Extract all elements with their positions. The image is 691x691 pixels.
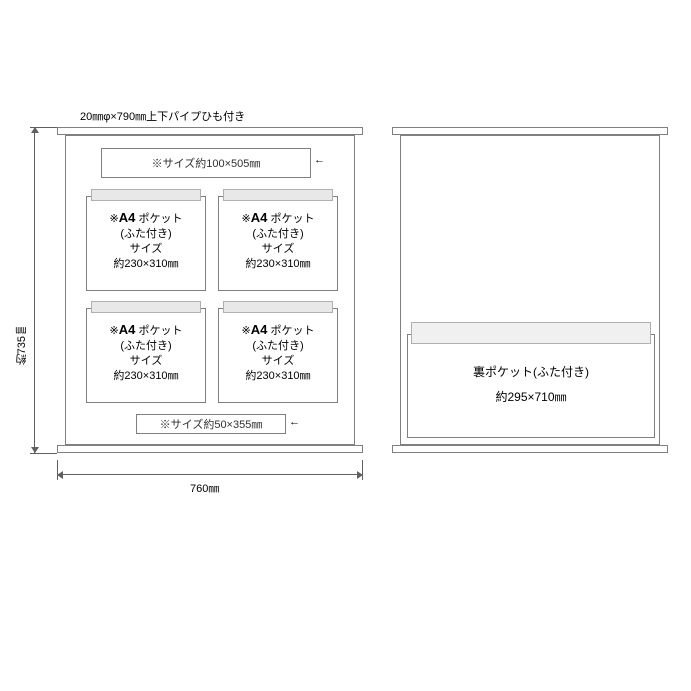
arrowhead-up-icon bbox=[31, 127, 39, 133]
dim-ext-line bbox=[30, 453, 57, 454]
pocket-flap bbox=[91, 301, 201, 313]
a4-prefix: ※ bbox=[242, 213, 251, 225]
dim-width-label: 760㎜ bbox=[190, 480, 219, 496]
a4-prefix: ※ bbox=[110, 213, 119, 225]
a4-suffix: ポケット bbox=[267, 325, 314, 337]
a4-pocket-3: ※A4 ポケット (ふた付き) サイズ 約230×310㎜ bbox=[86, 308, 206, 403]
a4-strong: A4 bbox=[251, 322, 268, 337]
top-slot-label: ※サイズ約100×505㎜ bbox=[152, 155, 261, 171]
back-pocket-flap bbox=[411, 322, 651, 344]
bottom-slot-label: ※サイズ約50×355㎜ bbox=[160, 416, 263, 432]
a4-pocket-1: ※A4 ポケット (ふた付き) サイズ 約230×310㎜ bbox=[86, 196, 206, 291]
arrowhead-right-icon bbox=[357, 471, 363, 479]
a4-pocket-4: ※A4 ポケット (ふた付き) サイズ 約230×310㎜ bbox=[218, 308, 338, 403]
a4-pocket-text: ※A4 ポケット (ふた付き) サイズ 約230×310㎜ bbox=[87, 309, 205, 383]
top-slot: ※サイズ約100×505㎜ bbox=[101, 148, 311, 178]
back-panel: 裏ポケット(ふた付き) 約295×710㎜ bbox=[400, 135, 660, 445]
a4-line4: 約230×310㎜ bbox=[113, 370, 178, 382]
back-pocket-title: 裏ポケット(ふた付き) bbox=[408, 363, 654, 380]
a4-line2: (ふた付き) bbox=[252, 228, 303, 240]
a4-line3: サイズ bbox=[262, 355, 295, 367]
a4-pocket-text: ※A4 ポケット (ふた付き) サイズ 約230×310㎜ bbox=[219, 309, 337, 383]
diagram-canvas: 20㎜φ×790㎜上下パイプひも付き ※サイズ約100×505㎜ ← ※A4 ポ… bbox=[0, 0, 691, 691]
a4-strong: A4 bbox=[251, 210, 268, 225]
arrowhead-down-icon bbox=[31, 447, 39, 453]
a4-line2: (ふた付き) bbox=[120, 340, 171, 352]
a4-line3: サイズ bbox=[262, 243, 295, 255]
arrow-icon: ← bbox=[314, 154, 325, 166]
a4-line3: サイズ bbox=[130, 355, 163, 367]
arrow-icon: ← bbox=[289, 416, 300, 428]
a4-line3: サイズ bbox=[130, 243, 163, 255]
back-pocket: 裏ポケット(ふた付き) 約295×710㎜ bbox=[407, 334, 655, 438]
a4-line4: 約230×310㎜ bbox=[245, 370, 310, 382]
a4-strong: A4 bbox=[119, 322, 136, 337]
front-bottom-pipe bbox=[57, 445, 363, 453]
arrowhead-left-icon bbox=[57, 471, 63, 479]
pipe-spec-label: 20㎜φ×790㎜上下パイプひも付き bbox=[80, 108, 245, 124]
a4-pocket-text: ※A4 ポケット (ふた付き) サイズ 約230×310㎜ bbox=[87, 197, 205, 271]
dim-height-label: 約735㎜ bbox=[14, 325, 30, 365]
pocket-flap bbox=[223, 301, 333, 313]
bottom-slot: ※サイズ約50×355㎜ bbox=[136, 414, 286, 434]
a4-suffix: ポケット bbox=[135, 213, 182, 225]
a4-line4: 約230×310㎜ bbox=[245, 258, 310, 270]
a4-suffix: ポケット bbox=[135, 325, 182, 337]
back-bottom-pipe bbox=[392, 445, 668, 453]
a4-prefix: ※ bbox=[110, 325, 119, 337]
a4-strong: A4 bbox=[119, 210, 136, 225]
pocket-flap bbox=[223, 189, 333, 201]
a4-pocket-text: ※A4 ポケット (ふた付き) サイズ 約230×310㎜ bbox=[219, 197, 337, 271]
back-pocket-size: 約295×710㎜ bbox=[408, 388, 654, 405]
a4-pocket-2: ※A4 ポケット (ふた付き) サイズ 約230×310㎜ bbox=[218, 196, 338, 291]
dim-height-line bbox=[34, 127, 35, 453]
a4-line4: 約230×310㎜ bbox=[113, 258, 178, 270]
dim-width-line bbox=[57, 474, 363, 475]
pocket-flap bbox=[91, 189, 201, 201]
front-top-pipe bbox=[57, 127, 363, 135]
a4-suffix: ポケット bbox=[267, 213, 314, 225]
a4-line2: (ふた付き) bbox=[120, 228, 171, 240]
a4-line2: (ふた付き) bbox=[252, 340, 303, 352]
front-panel: ※サイズ約100×505㎜ ← ※A4 ポケット (ふた付き) サイズ 約230… bbox=[65, 135, 355, 445]
back-top-pipe bbox=[392, 127, 668, 135]
a4-prefix: ※ bbox=[242, 325, 251, 337]
